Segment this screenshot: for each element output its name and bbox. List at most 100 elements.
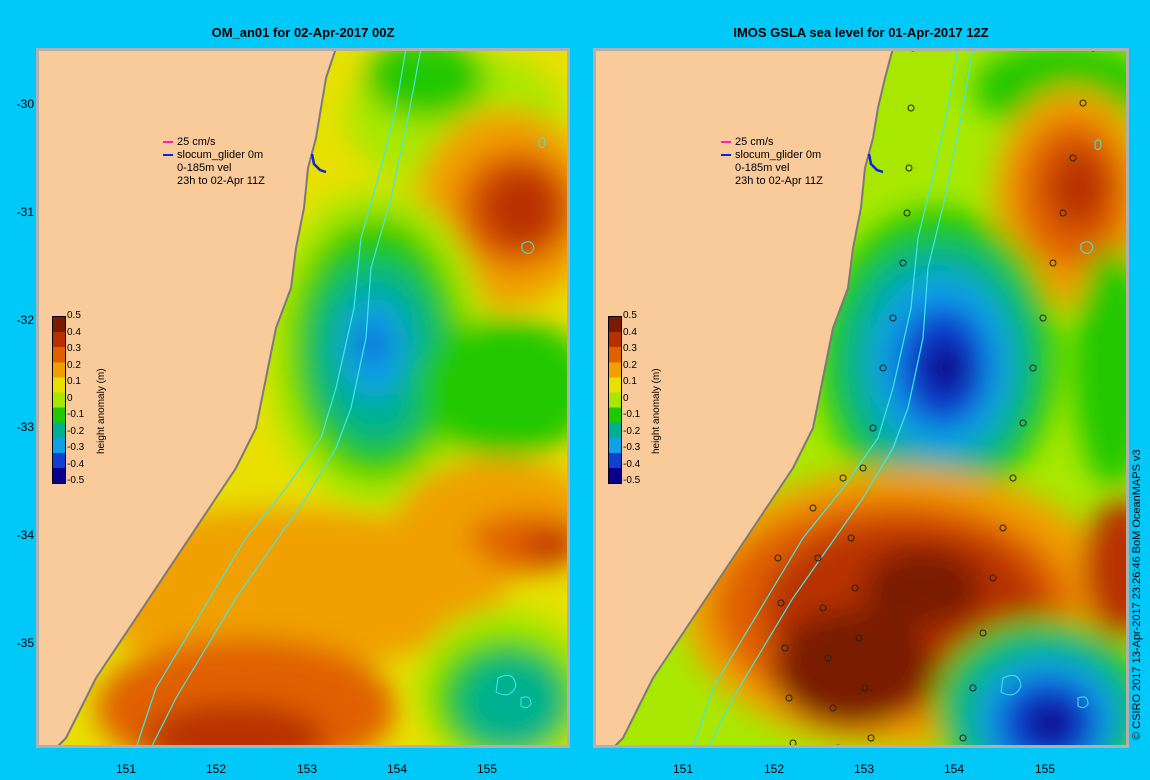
lon-label: 151 [115,762,137,776]
colorbar-tick-label: 0.2 [67,359,81,371]
observation-point [907,104,915,112]
lat-label: -33 [16,420,34,434]
isobath-line [150,48,422,748]
observation-point [1059,209,1067,217]
isobath-line [135,48,407,748]
lat-label: -31 [16,205,34,219]
observation-point [814,554,822,562]
colorbar-tick-label: 0.4 [623,326,637,338]
lat-label: -30 [16,97,34,111]
observation-point [1039,314,1047,322]
lat-label: -34 [16,528,34,542]
arrow-magenta-icon [721,141,731,144]
colorbar-tick-label: -0.4 [67,458,85,470]
observation-point [969,684,977,692]
right-legend: 25 cm/s slocum_glider 0m 0-185m vel 23h … [721,136,823,188]
colorbar-tick-label: -0.2 [623,425,641,437]
colorbar-tick-label: -0.3 [67,442,85,453]
observation-point [905,164,913,172]
observation-point [819,604,827,612]
observation-point [867,734,875,742]
observation-point [869,424,877,432]
right-panel-title: IMOS GSLA sea level for 01-Apr-2017 12Z [733,25,989,40]
colorbar-tick-label: 0.5 [623,310,637,321]
colorbar-tick-label: -0.3 [623,442,641,453]
observation-point [785,694,793,702]
left-map[interactable] [36,48,570,748]
lon-label: 155 [1034,762,1056,776]
right-map-field [593,48,1129,748]
left-panel-title: OM_an01 for 02-Apr-2017 00Z [211,25,395,40]
colorbar-tick-label: -0.4 [623,458,641,470]
right-map[interactable] [593,48,1129,748]
observation-point [829,704,837,712]
observation-point [989,574,997,582]
credit-text: © CSIRO 2017 13-Apr-2017 23:26:46 BoM Oc… [1131,449,1143,740]
legend-depth: 0-185m vel [177,162,232,174]
coastline [55,48,337,748]
colorbar-tick-label: 0.1 [623,376,637,387]
colorbar-tick-label: -0.1 [67,409,85,420]
colorbar-right-title: height anomaly (m) [651,368,662,454]
colorbar-right-ticks: 0.5 0.4 0.3 0.2 0.1 0 -0.1 -0.2 -0.3 -0.4 -0.5 [623,310,653,490]
left-map-field [36,48,570,748]
observation-point [979,629,987,637]
observation-point [903,209,911,217]
anomaly-contour [1000,139,1102,709]
colorbar-tick-label: -0.1 [623,409,641,420]
glider-track [310,153,327,174]
observation-point [1009,474,1017,482]
colorbar-left-title: height anomaly (m) [96,368,107,454]
observation-point [809,504,817,512]
colorbar-tick-label: -0.5 [67,475,85,486]
observation-point [1069,154,1077,162]
lon-label: 151 [672,762,694,776]
observation-point [861,684,869,692]
legend-glider: slocum_glider 0m [177,149,264,161]
observation-point [959,734,967,742]
observation-point [851,584,859,592]
legend-scale: 25 cm/s [177,136,216,148]
colorbar-left [52,316,66,484]
colorbar-tick-label: 0.3 [67,343,81,354]
lon-label: 152 [763,762,785,776]
lon-label: 154 [943,762,965,776]
colorbar-tick-label: 0.3 [623,343,637,354]
colorbar-tick-label: 0.1 [67,376,81,387]
colorbar-left-ticks: 0.5 0.4 0.3 0.2 0.1 0 -0.1 -0.2 -0.3 -0.4 -0.5 [67,310,97,490]
observation-point [839,474,847,482]
lat-label: -35 [16,636,34,650]
colorbar-right [608,316,622,484]
colorbar-tick-label: 0.2 [623,359,637,371]
glider-track [867,153,884,174]
observation-point [999,524,1007,532]
lon-label: 153 [296,762,318,776]
anomaly-contour [495,137,546,709]
isobath-line [692,48,959,748]
colorbar-tick-label: -0.2 [67,425,85,437]
sea-level-field [56,48,570,748]
lat-label: -32 [16,313,34,327]
observation-point [1029,364,1037,372]
observation-point [777,599,785,607]
observation-point [859,464,867,472]
colorbar-tick-label: 0 [67,392,73,404]
legend-time: 23h to 02-Apr 11Z [735,175,823,187]
colorbar-tick-label: -0.5 [623,475,641,486]
observation-point [1019,419,1027,427]
coastline [612,48,894,748]
isobath-line [707,48,974,748]
observation-point [774,554,782,562]
legend-depth: 0-185m vel [735,162,790,174]
lon-label: 152 [205,762,227,776]
observation-point [899,259,907,267]
observation-point [1049,259,1057,267]
legend-time: 23h to 02-Apr 11Z [177,175,265,187]
lon-label: 155 [476,762,498,776]
legend-glider: slocum_glider 0m [735,149,822,161]
colorbar-tick-label: 0.5 [67,310,81,321]
legend-scale: 25 cm/s [735,136,774,148]
arrow-magenta-icon [163,141,173,144]
observation-point [781,644,789,652]
lon-label: 154 [386,762,408,776]
